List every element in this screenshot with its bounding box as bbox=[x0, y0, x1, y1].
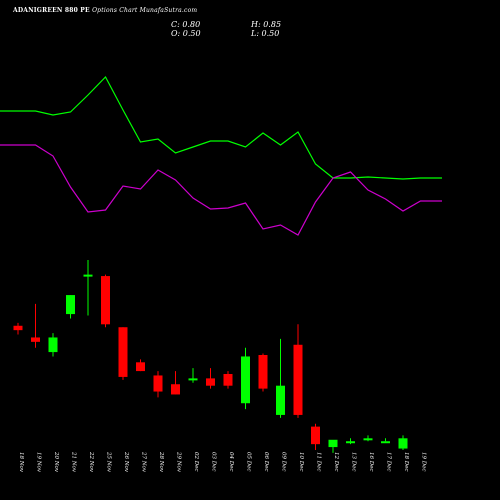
candle bbox=[258, 353, 268, 392]
option-type-label: PE bbox=[80, 7, 90, 14]
x-tick-label: 11 Dec bbox=[316, 452, 322, 472]
x-axis-ticks: 18 Nov 19 Nov 20 Nov 21 Nov 22 Nov 25 Nov 26 N… bbox=[18, 451, 427, 473]
candle bbox=[48, 333, 58, 357]
candle bbox=[293, 324, 303, 418]
close-value: C: 0.80 bbox=[171, 20, 201, 29]
candle-body bbox=[311, 426, 320, 445]
candles bbox=[13, 260, 408, 453]
indicator-lines bbox=[0, 75, 442, 236]
candle bbox=[118, 327, 128, 380]
x-tick-label: 25 Nov bbox=[106, 451, 112, 473]
x-tick-label: 06 Dec bbox=[263, 452, 269, 472]
candle bbox=[346, 438, 355, 445]
candle-body bbox=[153, 375, 163, 392]
candle bbox=[363, 435, 373, 442]
candle bbox=[311, 423, 320, 450]
candle-body bbox=[223, 374, 233, 386]
x-tick-label: 12 Dec bbox=[333, 452, 339, 472]
subtitle: Options Chart MunafaSutra.com bbox=[92, 7, 198, 14]
candle-body bbox=[48, 337, 58, 353]
x-tick-label: 04 Dec bbox=[228, 452, 234, 472]
candle-body bbox=[363, 438, 373, 441]
candle-body bbox=[136, 362, 145, 372]
candle-body bbox=[118, 327, 128, 377]
indicator-line-2 bbox=[0, 144, 442, 236]
x-tick-label: 29 Nov bbox=[176, 451, 182, 473]
candle bbox=[223, 371, 233, 389]
x-tick-label: 03 Dec bbox=[211, 452, 217, 472]
x-tick-label: 28 Nov bbox=[158, 451, 164, 473]
chart-title: ADANIGREEN 880 PE Options Chart MunafaSu… bbox=[13, 7, 197, 14]
x-tick-label: 05 Dec bbox=[246, 452, 252, 472]
candle bbox=[206, 368, 215, 389]
x-tick-label: 21 Nov bbox=[71, 451, 77, 473]
x-tick-label: 27 Nov bbox=[141, 451, 147, 473]
candle-body bbox=[381, 441, 390, 444]
candle-body bbox=[83, 274, 93, 277]
candle bbox=[328, 439, 338, 453]
low-value: L: 0.50 bbox=[251, 29, 280, 38]
indicator-line-1 bbox=[0, 75, 442, 180]
x-tick-label: 26 Nov bbox=[123, 451, 129, 473]
candle bbox=[381, 438, 390, 444]
candle bbox=[83, 260, 93, 316]
x-tick-label: 18 Nov bbox=[18, 452, 24, 473]
candle-body bbox=[258, 355, 268, 389]
candle-body bbox=[398, 438, 408, 449]
x-tick-label: 19 Nov bbox=[36, 452, 42, 473]
open-value: O: 0.50 bbox=[171, 29, 201, 38]
x-tick-label: 16 Dec bbox=[368, 452, 374, 472]
candle bbox=[66, 295, 75, 319]
high-value: H: 0.85 bbox=[251, 20, 282, 29]
x-tick-label: 20 Nov bbox=[53, 451, 59, 473]
x-tick-label: 18 Dec bbox=[403, 452, 409, 472]
symbol-label: ADANIGREEN bbox=[13, 7, 63, 14]
candle-body bbox=[293, 344, 303, 415]
candle bbox=[188, 368, 198, 383]
candle bbox=[13, 322, 23, 335]
candle-body bbox=[101, 276, 110, 325]
candle-body bbox=[31, 337, 40, 342]
candle bbox=[276, 338, 285, 418]
x-tick-label: 10 Dec bbox=[298, 452, 304, 472]
candle-body bbox=[66, 295, 75, 315]
candle-body bbox=[206, 378, 215, 386]
candle bbox=[241, 347, 250, 410]
candle bbox=[171, 371, 180, 395]
candle-body bbox=[171, 384, 180, 395]
candle-body bbox=[328, 439, 338, 448]
candle bbox=[31, 303, 40, 348]
x-tick-label: 09 Dec bbox=[281, 452, 287, 472]
candle-body bbox=[188, 378, 198, 381]
candle bbox=[136, 359, 145, 372]
candle-body bbox=[13, 325, 23, 331]
strike-label: 880 bbox=[64, 7, 78, 14]
candle-body bbox=[346, 441, 355, 444]
x-tick-label: 13 Dec bbox=[351, 452, 357, 472]
x-tick-label: 22 Nov bbox=[88, 451, 94, 473]
candle bbox=[101, 274, 110, 328]
x-tick-label: 02 Dec bbox=[193, 452, 199, 472]
candle-body bbox=[276, 385, 285, 415]
candle-body bbox=[241, 356, 250, 404]
x-tick-label: 17 Dec bbox=[386, 452, 392, 472]
candle bbox=[153, 371, 163, 398]
x-tick-label: 19 Dec bbox=[421, 452, 427, 472]
candle bbox=[398, 435, 408, 450]
